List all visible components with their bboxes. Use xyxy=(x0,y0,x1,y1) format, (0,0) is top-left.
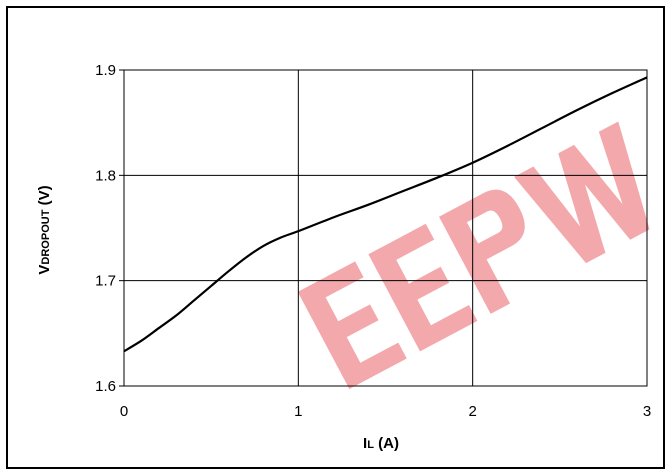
line-chart: 1.6 1.7 1.8 1.9 0 1 2 3 IL (A) VDROPOUT (V) xyxy=(36,62,651,452)
watermark-letter-shape xyxy=(297,261,407,389)
eepw-watermark-logo xyxy=(297,121,650,389)
y-tick-label: 1.6 xyxy=(95,378,116,395)
watermark-letter-shape xyxy=(439,189,525,314)
y-tick-label: 1.9 xyxy=(95,62,116,79)
y-axis-title: VDROPOUT (V) xyxy=(36,185,53,274)
x-tick-label: 2 xyxy=(468,403,476,420)
series-line xyxy=(123,76,648,353)
x-tick-label: 0 xyxy=(120,403,128,420)
x-axis-title: IL (A) xyxy=(363,435,399,452)
y-tick-labels: 1.6 1.7 1.8 1.9 xyxy=(95,62,116,395)
series-group xyxy=(123,76,648,353)
x-tick-labels: 0 1 2 3 xyxy=(120,403,651,420)
x-tick-label: 1 xyxy=(294,403,302,420)
x-tick-label: 3 xyxy=(643,403,651,420)
plot-area xyxy=(123,69,648,387)
watermark-letter-shape xyxy=(514,121,650,264)
chart-figure: 1.6 1.7 1.8 1.9 0 1 2 3 IL (A) VDROPOUT (V) xyxy=(6,6,665,469)
y-tick-label: 1.7 xyxy=(95,273,116,290)
y-tick-label: 1.8 xyxy=(95,167,116,184)
watermark-letter-shape xyxy=(368,223,478,352)
